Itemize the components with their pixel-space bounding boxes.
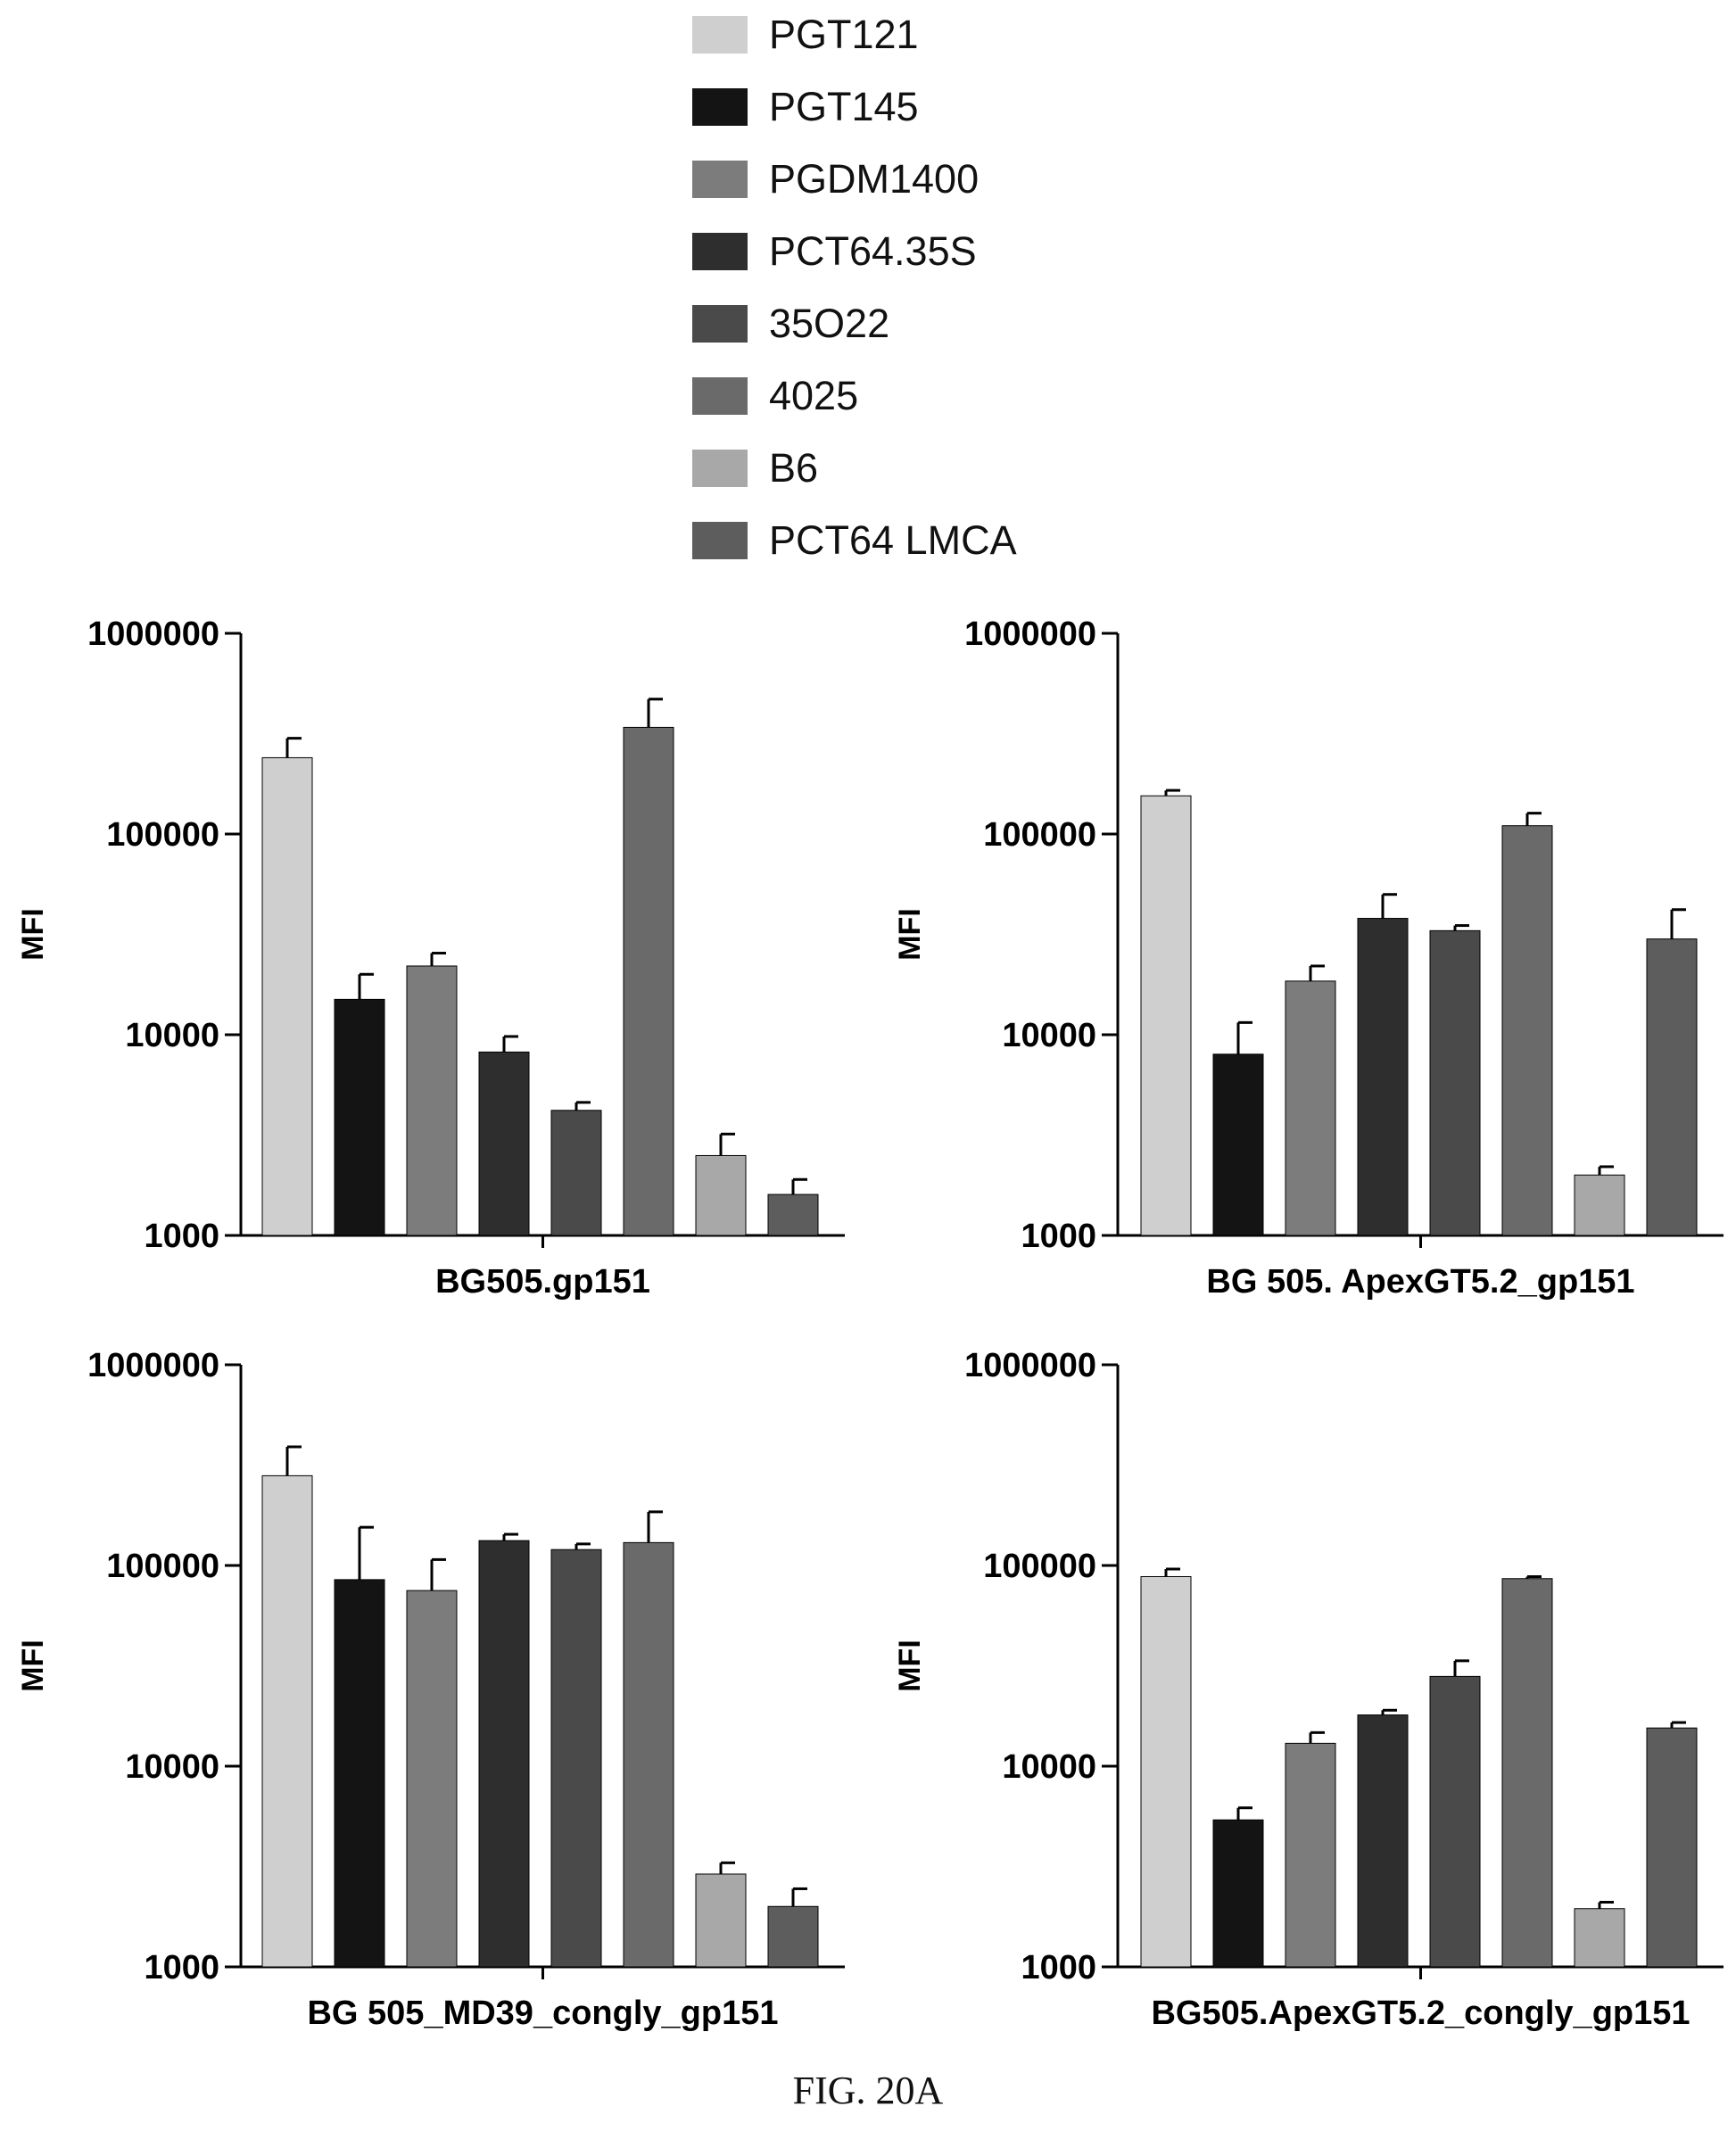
y-tick-label: 1000: [1021, 1218, 1096, 1255]
y-axis-label: MFI: [893, 908, 927, 961]
bar: [1574, 1174, 1625, 1236]
legend-item: PGDM1400: [692, 153, 1120, 207]
bar: [261, 756, 313, 1236]
y-tick-label: 1000: [1021, 1949, 1096, 1986]
y-tick-label: 10000: [1002, 1748, 1096, 1786]
y-tick-label: 10000: [1002, 1017, 1096, 1054]
y-tick-label: 100000: [983, 1548, 1096, 1585]
legend-label: 4025: [769, 373, 859, 418]
bar: [695, 1873, 747, 1968]
bar: [1285, 980, 1336, 1236]
y-tick-label: 10000: [125, 1017, 219, 1054]
legend-swatch: [692, 377, 748, 415]
bar: [550, 1110, 602, 1236]
x-axis-label: BG 505. ApexGT5.2_gp151: [1206, 1263, 1634, 1301]
y-tick-label: 1000000: [964, 1347, 1096, 1384]
legend-swatch: [692, 16, 748, 54]
legend-swatch: [692, 161, 748, 198]
y-tick-label: 1000000: [87, 1347, 219, 1384]
bar: [334, 998, 385, 1236]
bar: [623, 1541, 674, 1968]
bar: [1357, 1714, 1409, 1968]
y-axis-label: MFI: [16, 1640, 50, 1692]
bar: [478, 1051, 530, 1236]
y-tick-label: 100000: [983, 816, 1096, 854]
legend-label: PGT121: [769, 12, 919, 57]
legend-swatch: [692, 233, 748, 270]
legend-swatch: [692, 88, 748, 126]
bar: [406, 1590, 458, 1968]
legend-item: 35O22: [692, 298, 1120, 351]
legend-swatch: [692, 305, 748, 343]
bar: [261, 1474, 313, 1968]
bar: [550, 1549, 602, 1968]
bar: [1501, 825, 1553, 1236]
y-tick-label: 100000: [106, 816, 219, 854]
x-axis-label: BG505.gp151: [435, 1263, 650, 1301]
legend-label: 35O22: [769, 301, 890, 346]
legend-item: PGT145: [692, 81, 1120, 135]
y-tick-label: 10000: [125, 1748, 219, 1786]
legend-item: 4025: [692, 370, 1120, 424]
bar: [1285, 1742, 1336, 1968]
bar: [1501, 1578, 1553, 1968]
y-tick-label: 1000: [144, 1949, 219, 1986]
y-tick-label: 100000: [106, 1548, 219, 1585]
bar: [1212, 1053, 1264, 1236]
bar: [406, 965, 458, 1236]
legend-label: PGT145: [769, 84, 919, 129]
bar: [1140, 795, 1192, 1236]
y-axis-label: MFI: [16, 908, 50, 961]
bar: [1646, 938, 1698, 1236]
y-tick-label: 1000000: [964, 615, 1096, 653]
bar: [478, 1540, 530, 1968]
chart-panel: 1000000 100000 10000 1000 MFI BG505.gp151: [16, 615, 845, 1301]
legend-item: B6: [692, 442, 1120, 496]
legend-label: PCT64 LMCA: [769, 517, 1017, 563]
y-axis-label: MFI: [893, 1640, 927, 1692]
charts-container: 1000000100000100001000MFIBG505.gp1511000…: [16, 615, 1724, 2032]
bar: [1646, 1727, 1698, 1968]
legend-item: PCT64 LMCA: [692, 515, 1120, 568]
y-tick-label: 1000: [144, 1218, 219, 1255]
chart-panel: 1000000 100000 10000 1000 MFI BG 505_MD39_con…: [16, 1347, 845, 2032]
x-axis-label: BG 505_MD39_congly_gp151: [307, 1995, 778, 2032]
x-axis-label: BG505.ApexGT5.2_congly_gp151: [1151, 1995, 1690, 2032]
legend-item: PGT121: [692, 9, 1120, 62]
chart-panel: 1000000 100000 10000 1000 MFI BG505.ApexGT5.2…: [893, 1347, 1724, 2032]
bar: [1140, 1575, 1192, 1968]
y-tick-label: 1000000: [87, 615, 219, 653]
bar: [334, 1579, 385, 1968]
bar: [1574, 1908, 1625, 1968]
legend-swatch: [692, 522, 748, 559]
legend-item: PCT64.35S: [692, 226, 1120, 279]
chart-panel: 1000000 100000 10000 1000 MFI BG 505. ApexGT5…: [893, 615, 1724, 1301]
bar: [767, 1905, 819, 1968]
legend-label: B6: [769, 445, 819, 491]
bar: [1429, 929, 1481, 1236]
bar: [695, 1154, 747, 1236]
bar: [767, 1194, 819, 1236]
legend-label: PCT64.35S: [769, 228, 977, 274]
bar: [1212, 1819, 1264, 1968]
legend-swatch: [692, 450, 748, 487]
bar: [1357, 918, 1409, 1236]
legend-label: PGDM1400: [769, 156, 980, 202]
bar: [623, 726, 674, 1236]
bar: [1429, 1675, 1481, 1968]
figure-caption: FIG. 20A: [792, 2069, 944, 2112]
